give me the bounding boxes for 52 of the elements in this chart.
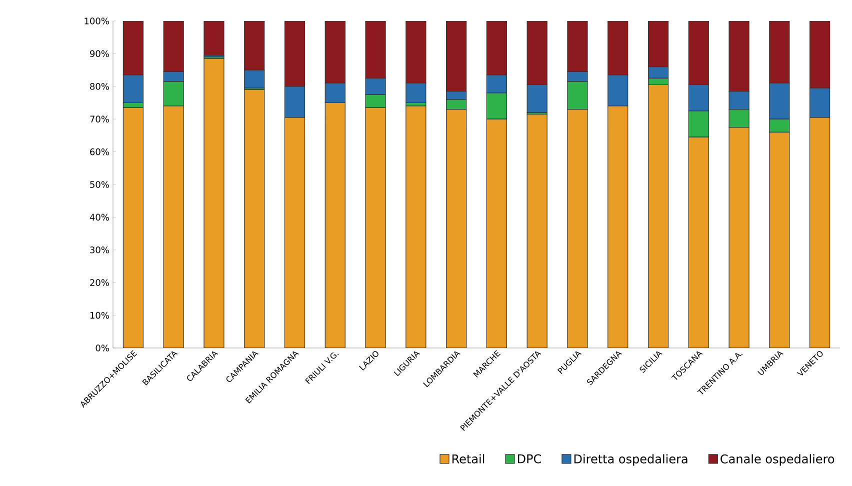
y-tick-label: 0% xyxy=(96,344,109,352)
legend-label: DPC xyxy=(518,454,541,464)
y-tick-label: 40% xyxy=(90,214,109,221)
bar xyxy=(688,20,709,86)
legend-label: Diretta ospedaliera xyxy=(574,454,688,466)
bar xyxy=(567,108,588,348)
bar xyxy=(122,107,144,348)
bar xyxy=(244,70,265,88)
bar xyxy=(244,89,265,348)
bar xyxy=(284,20,306,87)
bar xyxy=(567,20,588,72)
bar xyxy=(365,20,386,79)
y-tick-label: 10% xyxy=(90,312,109,319)
y-tick-label: 70% xyxy=(90,116,109,122)
bar xyxy=(810,20,830,88)
bar xyxy=(526,20,548,86)
bar xyxy=(688,136,709,348)
bar xyxy=(324,20,346,84)
bar xyxy=(769,20,790,84)
bar xyxy=(728,126,750,348)
bar xyxy=(648,20,669,68)
bar xyxy=(526,114,548,348)
bar xyxy=(406,20,426,84)
bar xyxy=(608,20,628,76)
y-tick-label: 80% xyxy=(90,82,109,90)
y-tick-label: 100% xyxy=(84,18,109,24)
bar xyxy=(608,106,628,348)
bar xyxy=(365,107,386,348)
bar xyxy=(204,58,224,348)
bar xyxy=(163,20,184,72)
y-tick-label: 90% xyxy=(90,50,109,58)
bar xyxy=(810,117,830,348)
bar xyxy=(486,20,507,76)
bar xyxy=(769,132,790,348)
bar xyxy=(446,20,467,92)
y-tick-label: 20% xyxy=(90,279,109,286)
bar xyxy=(446,108,467,348)
y-tick-label: 30% xyxy=(90,246,109,254)
y-tick-label: 50% xyxy=(90,181,109,188)
bar xyxy=(406,106,426,348)
y-tick-label: 60% xyxy=(90,148,109,156)
legend-label: Canale ospedaliero xyxy=(720,454,834,466)
bar xyxy=(728,20,750,92)
bar xyxy=(284,117,306,348)
bar xyxy=(324,102,346,348)
bar xyxy=(122,20,144,76)
legend-label: Retail xyxy=(452,454,484,464)
bar xyxy=(244,20,265,70)
bar xyxy=(486,118,507,348)
bar xyxy=(163,106,184,348)
bar xyxy=(648,84,669,348)
bar xyxy=(204,20,224,56)
